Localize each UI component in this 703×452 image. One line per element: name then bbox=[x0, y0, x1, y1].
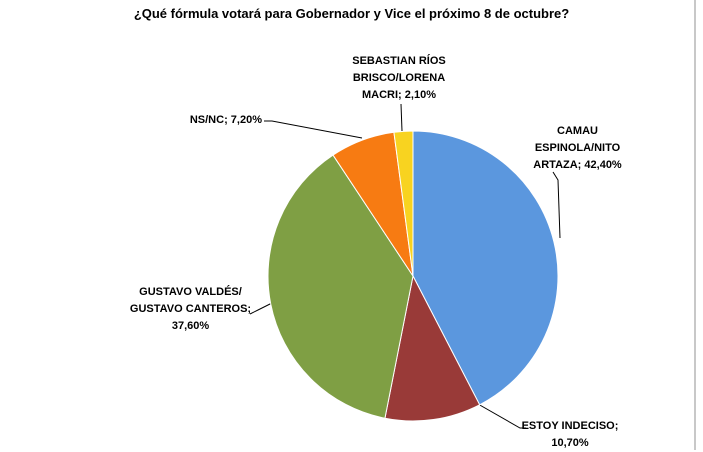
data-label: GUSTAVO VALDÉS/ GUSTAVO CANTEROS; 37,60% bbox=[118, 284, 263, 335]
value-label: 37,60% bbox=[171, 320, 210, 332]
value-label: 10,70% bbox=[551, 437, 589, 449]
category-label: CAMAU ESPINOLA/NITO ARTAZA; bbox=[533, 125, 621, 171]
category-label: NS/NC; bbox=[189, 114, 228, 126]
pie-slice bbox=[393, 130, 414, 277]
category-label: ESTOY INDECISO; bbox=[521, 420, 619, 432]
leader-lines bbox=[249, 103, 561, 429]
pie-slice bbox=[412, 130, 559, 406]
pie-slice bbox=[384, 274, 481, 422]
category-label: GUSTAVO VALDÉS/ GUSTAVO CANTEROS; bbox=[129, 286, 252, 315]
data-label: SEBASTIAN RÍOS BRISCO/LORENA MACRI; 2,10… bbox=[345, 53, 453, 104]
data-label: NS/NC; 7,20% bbox=[150, 112, 262, 129]
value-label: 42,40% bbox=[584, 159, 622, 171]
data-label: CAMAU ESPINOLA/NITO ARTAZA; 42,40% bbox=[525, 123, 630, 174]
chart-title: ¿Qué fórmula votará para Gobernador y Vi… bbox=[133, 6, 570, 21]
value-label: 7,20% bbox=[230, 114, 262, 126]
value-label: 2,10% bbox=[404, 89, 436, 101]
category-label: SEBASTIAN RÍOS BRISCO/LORENA MACRI; bbox=[352, 55, 446, 101]
pie-slice bbox=[267, 154, 414, 419]
data-label: ESTOY INDECISO; 10,70% bbox=[510, 418, 630, 452]
